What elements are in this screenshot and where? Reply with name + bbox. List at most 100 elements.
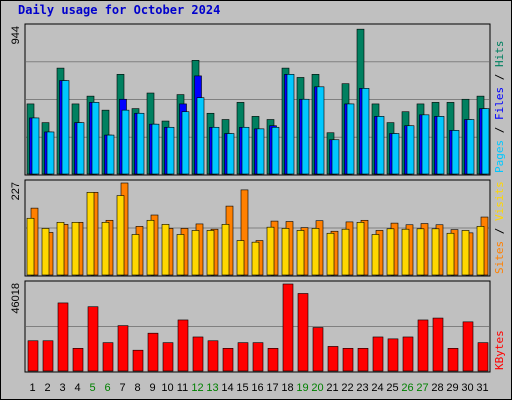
bar-visits: [476, 226, 485, 276]
day-label: 22: [341, 382, 353, 394]
bar-pages: [31, 117, 40, 175]
bar-pages: [376, 116, 385, 175]
day-label: 10: [161, 382, 173, 394]
bar-kbytes: [402, 336, 414, 372]
bar-visits: [461, 230, 470, 276]
legend-kbytes: KBytes: [493, 330, 506, 370]
bar-visits: [101, 222, 110, 276]
legend-visits-sites: Sites / Visits: [493, 181, 506, 274]
bar-kbytes: [447, 348, 459, 372]
bar-kbytes: [357, 348, 369, 372]
bar-visits: [311, 228, 320, 276]
day-label: 8: [134, 382, 140, 394]
bar-pages: [301, 98, 310, 175]
bar-visits: [296, 230, 305, 276]
day-label: 15: [236, 382, 248, 394]
bar-kbytes: [132, 349, 144, 372]
bar-pages: [256, 128, 265, 175]
bar-pages: [421, 114, 430, 175]
day-label: 6: [104, 382, 110, 394]
day-label: 18: [281, 382, 293, 394]
day-label: 25: [386, 382, 398, 394]
legend-separator: /: [493, 221, 506, 241]
bar-visits: [356, 222, 365, 276]
day-label: 13: [206, 382, 218, 394]
bar-pages: [466, 119, 475, 175]
chart-title: Daily usage for October 2024: [18, 3, 221, 17]
bar-pages: [136, 112, 145, 175]
day-label: 9: [149, 382, 155, 394]
bar-pages: [406, 125, 415, 175]
bar-visits: [41, 228, 50, 276]
bar-kbytes: [252, 342, 264, 372]
bar-pages: [436, 116, 445, 175]
bar-kbytes: [417, 319, 429, 372]
legend-hits-files-pages: Pages / Files / Hits: [493, 41, 506, 174]
day-label: 3: [59, 382, 65, 394]
bar-pages: [271, 126, 280, 175]
bar-kbytes: [237, 342, 249, 372]
day-label: 2: [44, 382, 50, 394]
panel-max-label: 944: [10, 26, 22, 44]
day-label: 20: [311, 382, 323, 394]
bar-visits: [431, 228, 440, 276]
bar-kbytes: [72, 348, 84, 372]
day-label: 12: [191, 382, 203, 394]
legend-item: Sites: [493, 241, 506, 274]
bar-visits: [446, 232, 455, 276]
bar-kbytes: [462, 321, 474, 372]
bar-kbytes: [117, 325, 129, 372]
legend-item: Files: [493, 87, 506, 120]
bar-visits: [326, 232, 335, 276]
bar-visits: [26, 217, 35, 276]
bar-visits: [56, 222, 65, 276]
bar-kbytes: [297, 293, 309, 372]
day-label: 19: [296, 382, 308, 394]
bar-kbytes: [327, 346, 339, 372]
bar-kbytes: [147, 332, 159, 372]
bar-kbytes: [312, 327, 324, 372]
bar-pages: [346, 103, 355, 175]
bar-pages: [106, 134, 115, 175]
bar-pages: [451, 130, 460, 175]
legend-item: Hits: [493, 41, 506, 68]
bar-visits: [386, 228, 395, 276]
bar-pages: [166, 126, 175, 175]
bar-pages: [241, 126, 250, 175]
bar-visits: [371, 234, 380, 276]
legend-separator: /: [493, 67, 506, 87]
bar-kbytes: [222, 348, 234, 372]
bar-pages: [196, 97, 205, 175]
day-label: 31: [476, 382, 488, 394]
bar-visits: [176, 234, 185, 276]
day-label: 1: [29, 382, 35, 394]
bar-kbytes: [282, 283, 294, 372]
bar-visits: [416, 228, 425, 276]
bar-kbytes: [27, 340, 39, 372]
bar-kbytes: [102, 342, 114, 372]
legend-separator: /: [493, 120, 506, 140]
bar-pages: [226, 133, 235, 175]
bar-kbytes: [387, 338, 399, 372]
bar-visits: [146, 219, 155, 276]
bar-kbytes: [57, 302, 69, 372]
bar-pages: [46, 131, 55, 175]
bar-visits: [71, 222, 80, 276]
day-label: 4: [74, 382, 80, 394]
legend-item: Visits: [493, 181, 506, 221]
bar-visits: [86, 192, 95, 276]
day-label: 29: [446, 382, 458, 394]
bar-pages: [181, 111, 190, 175]
bar-visits: [281, 228, 290, 276]
panel-max-label: 227: [10, 182, 22, 200]
day-label: 5: [89, 382, 95, 394]
day-label: 26: [401, 382, 413, 394]
bar-pages: [91, 102, 100, 175]
bar-kbytes: [192, 336, 204, 372]
panel-max-label: 46018: [10, 283, 22, 314]
day-label: 7: [119, 382, 125, 394]
bar-kbytes: [207, 340, 219, 372]
bar-visits: [221, 224, 230, 276]
bar-visits: [341, 228, 350, 276]
